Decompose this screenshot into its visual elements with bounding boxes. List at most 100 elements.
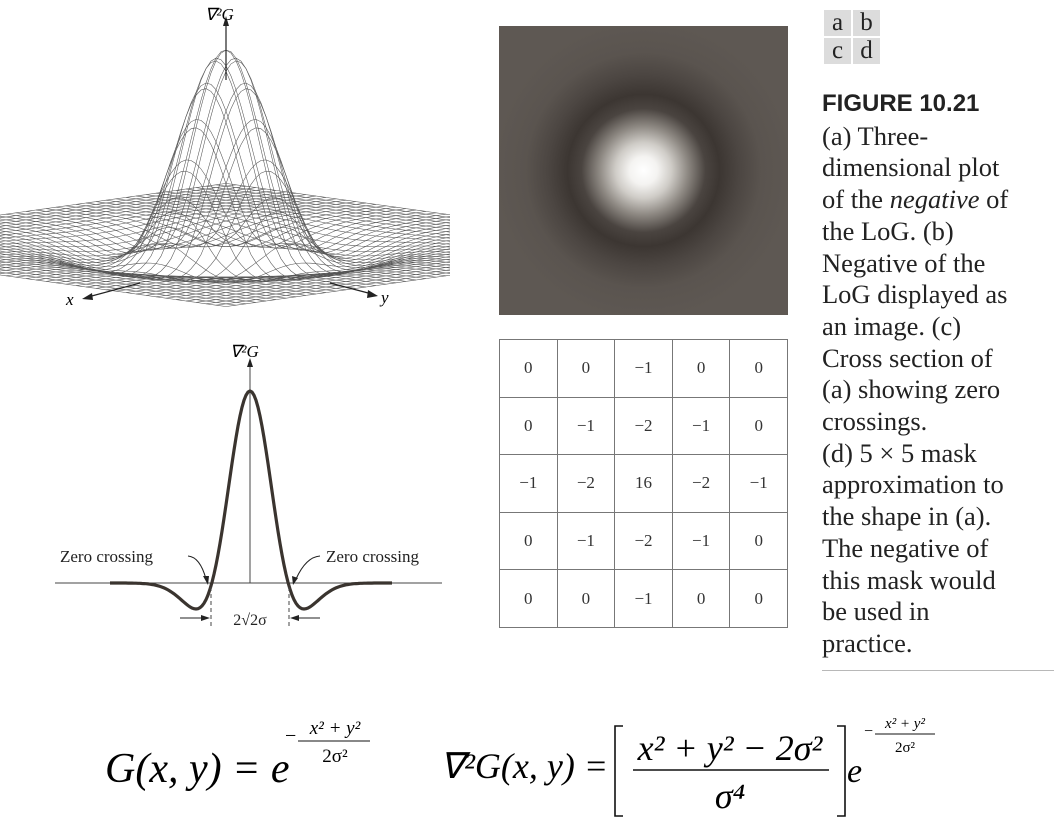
caption-line: be used in bbox=[822, 596, 930, 627]
log-e: e bbox=[847, 753, 862, 790]
surface-mesh-back bbox=[0, 57, 450, 276]
zero-crossing-label-left: Zero crossing bbox=[60, 547, 154, 566]
mask-row: 0 0 −1 0 0 bbox=[499, 339, 788, 398]
caption-line: dimensional plot bbox=[822, 152, 1000, 183]
surface-mesh-front bbox=[0, 49, 450, 307]
vertical-axis-arrow bbox=[247, 358, 253, 367]
zero-crossing-label-right: Zero crossing bbox=[326, 547, 420, 566]
mesh-line bbox=[0, 269, 247, 305]
zero-crossing-pointer-left bbox=[187, 555, 207, 580]
mesh-line bbox=[0, 233, 377, 286]
mesh-line bbox=[0, 245, 337, 292]
mesh-line bbox=[75, 233, 450, 286]
log-curve bbox=[110, 389, 392, 611]
width-arrow-left bbox=[201, 615, 210, 621]
mesh-line bbox=[215, 272, 450, 306]
mesh-line bbox=[185, 188, 450, 227]
mask-cell: −2 bbox=[614, 396, 673, 456]
mesh-line bbox=[145, 253, 450, 296]
zero-crossing-arrow-right bbox=[292, 576, 298, 585]
log-3d-surface-plot: ∇²G x y bbox=[0, 5, 450, 309]
mask-cell: 0 bbox=[499, 511, 558, 571]
gaussian-lhs: G(x, y) = e bbox=[105, 746, 290, 792]
mesh-line bbox=[185, 263, 450, 302]
figure-title: FIGURE 10.21 bbox=[822, 90, 980, 117]
mesh-line bbox=[0, 271, 237, 306]
right-bracket bbox=[837, 725, 846, 817]
mesh-line bbox=[45, 170, 450, 282]
mesh-line bbox=[175, 190, 450, 230]
mesh-line bbox=[5, 49, 447, 278]
gaussian-equation: G(x, y) = e − x² + y² 2σ² bbox=[105, 718, 370, 792]
mesh-line bbox=[0, 230, 387, 285]
mesh-line bbox=[0, 57, 437, 276]
log-denominator: σ⁴ bbox=[715, 776, 745, 816]
mask-cell: 0 bbox=[499, 396, 558, 456]
caption-line: crossings. bbox=[822, 406, 928, 437]
caption-line: of the negative of bbox=[822, 184, 1009, 215]
mask-row: 0 −1 −2 −1 0 bbox=[499, 396, 788, 456]
panel-key-a: a bbox=[824, 10, 851, 36]
mesh-line bbox=[5, 49, 447, 278]
mask-cell: 0 bbox=[499, 339, 558, 398]
x-axis-line bbox=[87, 282, 141, 298]
mesh-line bbox=[155, 256, 450, 298]
log-exp-numerator: x² + y² bbox=[884, 716, 925, 732]
mesh-line bbox=[0, 263, 267, 302]
mask-cell: 0 bbox=[556, 569, 616, 628]
mask-cell: −2 bbox=[614, 511, 673, 571]
caption-line: The negative of bbox=[822, 532, 989, 563]
mask-cell: −1 bbox=[671, 396, 731, 456]
x-axis-arrow bbox=[82, 293, 93, 300]
left-bracket bbox=[614, 725, 623, 817]
y-axis-arrow bbox=[367, 290, 378, 298]
mask-cell: 0 bbox=[729, 511, 788, 571]
caption-line: LoG displayed as bbox=[822, 279, 1008, 310]
mask-5x5-table: 0 0 −1 0 0 0 −1 −2 −1 0 −1 −2 16 −2 −1 0 −1 −2 −1 0 0 0 −1 0 0 bbox=[499, 339, 788, 628]
panel-key-c: c bbox=[824, 38, 851, 64]
mesh-line bbox=[175, 261, 450, 300]
caption-line: approximation to bbox=[822, 469, 1004, 500]
width-label: 2√2σ bbox=[233, 612, 267, 629]
panel-key: a b c d bbox=[822, 8, 882, 66]
caption-line: an image. (c) bbox=[822, 310, 962, 341]
mesh-line bbox=[15, 60, 450, 279]
panel-key-d: d bbox=[853, 38, 880, 64]
zero-crossing-pointer-right bbox=[295, 555, 321, 580]
mesh-line bbox=[0, 253, 307, 296]
y-axis-line bbox=[329, 282, 373, 295]
mesh-line bbox=[0, 274, 227, 307]
svg-text:−: − bbox=[864, 723, 873, 740]
width-arrow-right bbox=[290, 615, 299, 621]
figure-caption: FIGURE 10.21 (a) Three-dimensional plot o… bbox=[822, 88, 1054, 660]
caption-line: the LoG. (b) bbox=[822, 215, 954, 246]
mask-cell: −1 bbox=[671, 511, 731, 571]
mesh-line bbox=[205, 269, 450, 305]
mesh-line bbox=[15, 57, 450, 276]
mask-cell: 0 bbox=[729, 339, 788, 398]
mesh-line bbox=[115, 245, 450, 292]
z-axis-arrow bbox=[223, 16, 229, 26]
axis-label-x: x bbox=[65, 290, 74, 309]
panel-key-b: b bbox=[853, 10, 880, 36]
caption-line: (a) Three- bbox=[822, 120, 929, 151]
mask-cell: 0 bbox=[671, 339, 731, 398]
log-lhs: ∇²G(x, y) = bbox=[440, 746, 608, 786]
mask-cell: 16 bbox=[614, 454, 673, 513]
mask-cell: 0 bbox=[729, 396, 788, 456]
caption-line: practice. bbox=[822, 627, 913, 658]
mask-cell: −1 bbox=[556, 396, 616, 456]
axis-label-z: ∇²G bbox=[205, 5, 234, 24]
log-cross-section-plot: ∇²G Zero crossing Zero crossing 2√2σ bbox=[55, 342, 442, 629]
mesh-line bbox=[225, 274, 450, 307]
mesh-line bbox=[65, 230, 450, 285]
log-numerator: x² + y² − 2σ² bbox=[637, 728, 824, 768]
mask-cell: 0 bbox=[729, 569, 788, 628]
mesh-line bbox=[0, 261, 277, 300]
mask-cell: −2 bbox=[671, 454, 731, 513]
mask-cell: 0 bbox=[556, 339, 616, 398]
caption-line: the shape in (a). bbox=[822, 501, 992, 532]
mesh-line bbox=[0, 60, 437, 279]
caption-text: (a) Three-dimensional plot of the negativ… bbox=[822, 121, 1054, 660]
caption-line: Cross section of bbox=[822, 342, 993, 373]
